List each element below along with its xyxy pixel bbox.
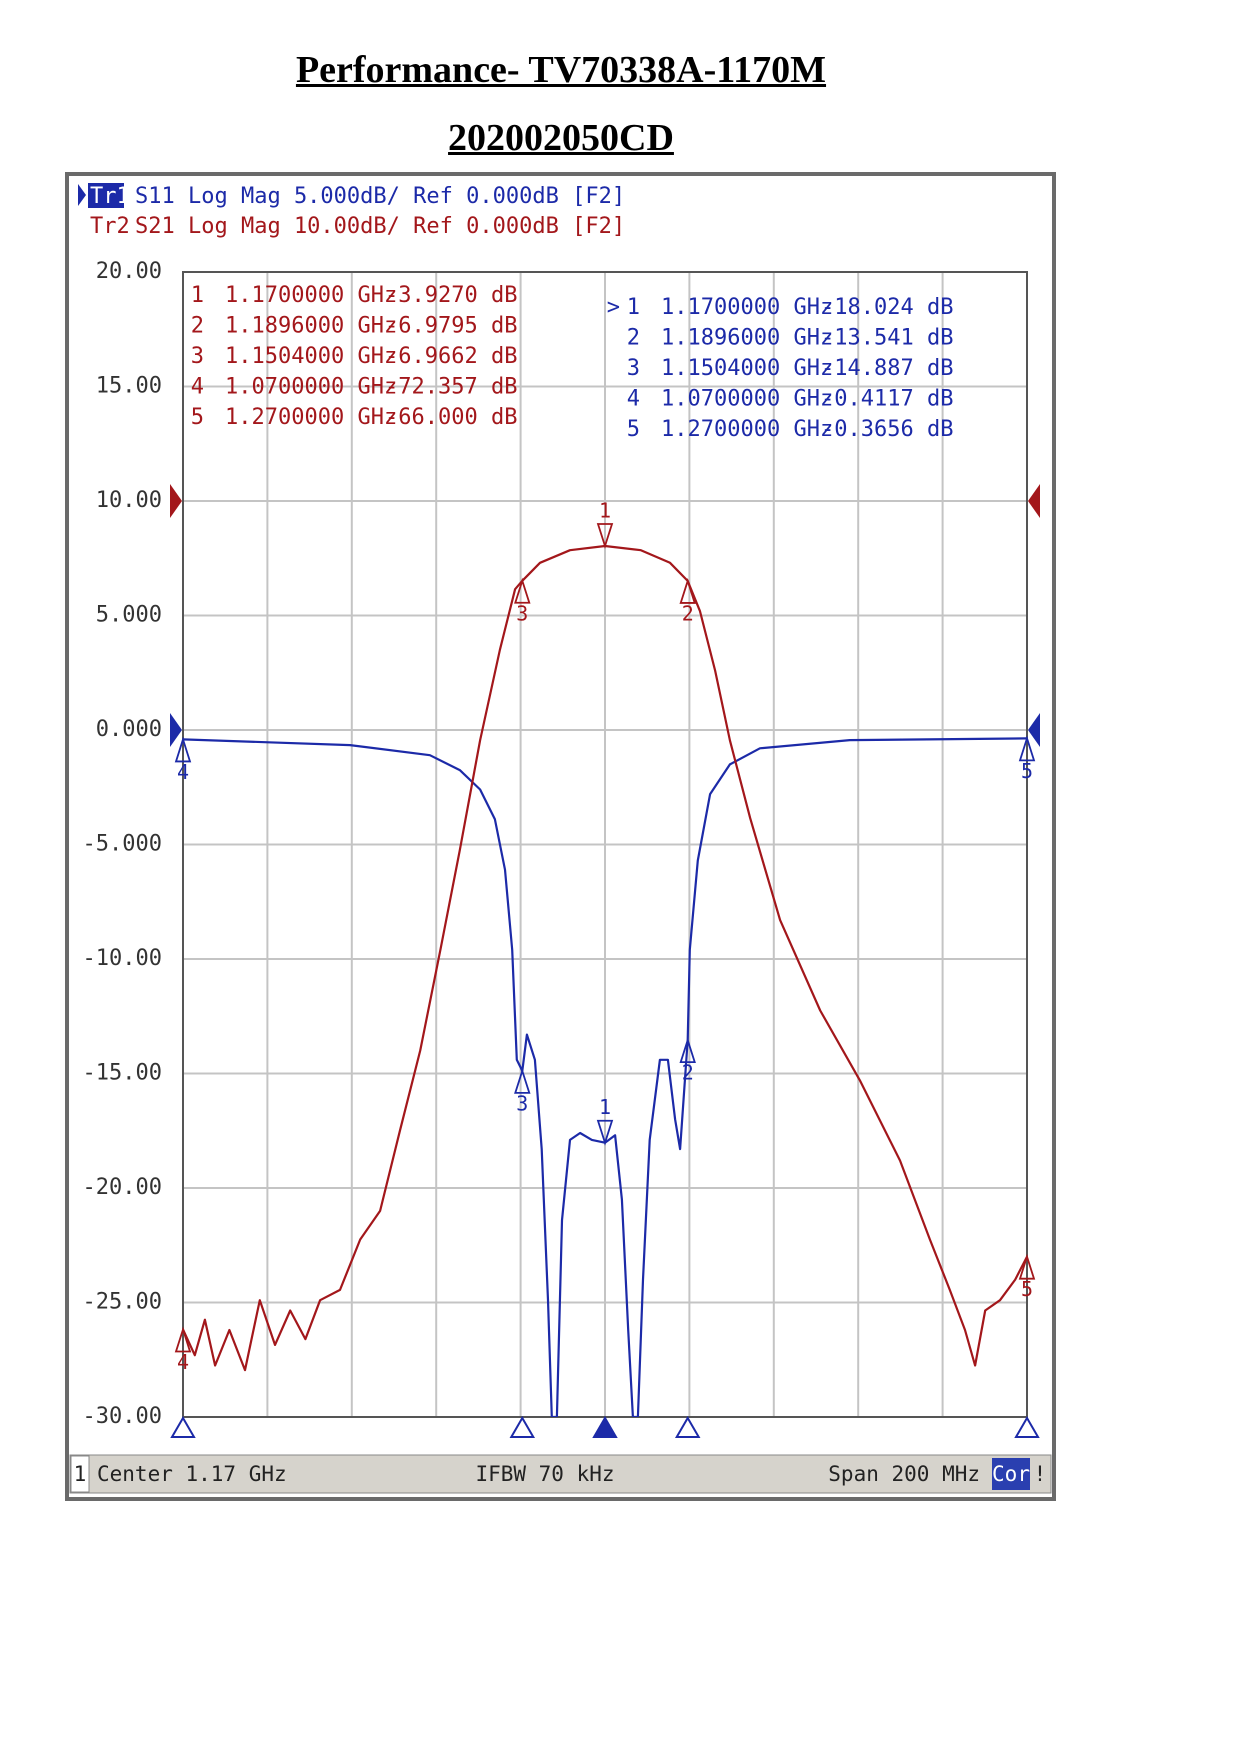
- marker-triangle: [596, 1119, 614, 1146]
- ifbw: IFBW 70 kHz: [475, 1462, 614, 1486]
- marker-id: 1: [599, 498, 611, 522]
- marker-table-value: -18.024 dB: [821, 295, 953, 320]
- trace-id: Tr2: [90, 214, 130, 239]
- marker-table-value: -0.3656 dB: [821, 417, 953, 442]
- marker-triangle: [679, 577, 696, 604]
- channel-box: [70, 1455, 90, 1493]
- marker-table-x: 1.1700000 GHz: [661, 295, 833, 320]
- active-trace-box: [88, 183, 124, 208]
- marker-table-value: -14.887 dB: [821, 356, 953, 381]
- y-tick-label: -5.000: [83, 832, 162, 857]
- trace-header: S11 Log Mag 5.000dB/ Ref 0.000dB [F2]: [135, 184, 625, 209]
- y-tick-label: -20.00: [83, 1175, 162, 1200]
- marker-table-x: 1.2700000 GHz: [661, 417, 833, 442]
- marker-id: 3: [516, 1091, 528, 1115]
- marker-table-x: 1.1504000 GHz: [661, 356, 833, 381]
- marker-table-x: 1.1896000 GHz: [661, 326, 833, 351]
- trace-line: [183, 544, 1027, 1372]
- y-tick-label: 10.00: [96, 488, 162, 513]
- marker-table-value: -3.9270 dB: [385, 283, 517, 308]
- marker-triangle: [1018, 1253, 1036, 1280]
- marker-table-x: 1.1504000 GHz: [225, 344, 397, 369]
- marker-table-id: 1: [627, 295, 640, 320]
- status: !: [1034, 1462, 1047, 1486]
- marker-table-id: 4: [627, 387, 640, 412]
- active-marker-symbol: >: [607, 295, 620, 320]
- marker-id: 4: [177, 1350, 189, 1374]
- y-tick-label: -15.00: [83, 1061, 162, 1086]
- marker-table-value: -6.9795 dB: [385, 314, 517, 339]
- marker-id: 2: [682, 601, 694, 625]
- marker-table-value: -72.357 dB: [385, 375, 517, 400]
- marker-triangle: [174, 1326, 192, 1353]
- marker-table-value: -66.000 dB: [385, 405, 517, 430]
- y-tick-label: 20.00: [96, 259, 162, 284]
- channel-number: 1: [74, 1462, 87, 1486]
- y-tick-label: -25.00: [83, 1290, 162, 1315]
- stimulus-marker: [674, 1416, 701, 1438]
- reference-marker-right: [1028, 484, 1040, 518]
- marker-table-x: 1.2700000 GHz: [225, 405, 397, 430]
- stimulus-marker: [1014, 1416, 1040, 1438]
- y-tick-label: 15.00: [96, 374, 162, 399]
- y-tick-label: 5.000: [96, 603, 162, 628]
- y-tick-label: -30.00: [83, 1404, 162, 1429]
- correction-box: [992, 1458, 1030, 1490]
- marker-table-id: 2: [191, 314, 204, 339]
- marker-triangle: [514, 1067, 531, 1094]
- y-tick-label: -10.00: [83, 946, 162, 971]
- marker-table-id: 3: [191, 344, 204, 369]
- marker-id: 2: [682, 1061, 694, 1085]
- marker-triangle: [1018, 735, 1036, 762]
- marker-table-x: 1.0700000 GHz: [225, 375, 397, 400]
- marker-table-x: 1.0700000 GHz: [661, 387, 833, 412]
- y-tick-label: 0.000: [96, 717, 162, 742]
- trace-line: [183, 737, 1027, 1417]
- trace-header: S21 Log Mag 10.00dB/ Ref 0.000dB [F2]: [135, 214, 625, 239]
- marker-table-value: -6.9662 dB: [385, 344, 517, 369]
- marker-table-id: 4: [191, 375, 204, 400]
- reference-marker-left: [170, 484, 182, 518]
- marker-table-x: 1.1700000 GHz: [225, 283, 397, 308]
- marker-table-value: -13.541 dB: [821, 326, 953, 351]
- marker-table-x: 1.1896000 GHz: [225, 314, 397, 339]
- marker-id: 3: [516, 601, 528, 625]
- marker-table-value: -0.4117 dB: [821, 387, 953, 412]
- reference-marker-left: [170, 713, 182, 747]
- status-bar: [69, 1454, 1052, 1494]
- marker-table-id: 3: [627, 356, 640, 381]
- marker-triangle: [174, 736, 192, 763]
- marker-id: 5: [1021, 759, 1033, 783]
- marker-triangle: [679, 1037, 696, 1063]
- marker-triangle: [514, 577, 531, 604]
- marker-table-id: 5: [627, 417, 640, 442]
- stimulus-marker: [509, 1416, 536, 1438]
- reference-marker-right: [1028, 713, 1040, 747]
- marker-table-id: 2: [627, 326, 640, 351]
- marker-table-id: 5: [191, 405, 204, 430]
- traces: [183, 544, 1027, 1417]
- trace-id: Tr1: [90, 184, 130, 209]
- stimulus-marker: [170, 1416, 196, 1438]
- stimulus-marker: [592, 1416, 618, 1438]
- title: Performance- TV70338A-1170M: [295, 49, 827, 91]
- span: Span 200 MHz: [828, 1462, 980, 1486]
- marker-triangle: [596, 523, 614, 549]
- correction: Cor: [992, 1462, 1030, 1486]
- marker-table-id: 1: [191, 283, 204, 308]
- subtitle: 202002050CD: [448, 117, 674, 159]
- marker-id: 5: [1021, 1277, 1033, 1301]
- marker-id: 1: [599, 1095, 611, 1119]
- active-trace-arrow: [78, 184, 86, 206]
- marker-id: 4: [177, 760, 189, 784]
- center-frequency: Center 1.17 GHz: [97, 1462, 287, 1486]
